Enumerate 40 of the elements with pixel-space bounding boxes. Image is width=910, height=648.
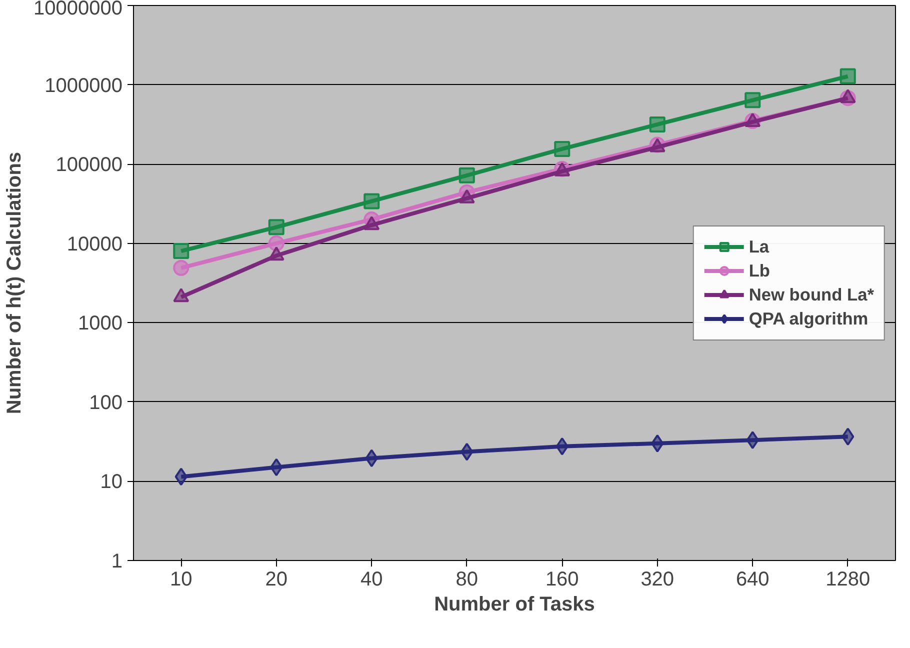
point [746, 431, 759, 450]
x-tick-label: 40 [360, 568, 383, 590]
point [649, 116, 666, 132]
point [173, 260, 190, 276]
point [556, 437, 568, 456]
point [554, 140, 570, 157]
point [268, 235, 284, 252]
point [651, 434, 664, 452]
y-tick-label: 10000 [66, 233, 123, 256]
x-tick-label: 10 [170, 568, 192, 590]
point [364, 193, 380, 210]
y-tick-label: 1000000 [44, 74, 123, 97]
x-tick-label: 1280 [826, 568, 870, 590]
y-tick-label: 1000 [78, 312, 123, 335]
y-tick-label: 10 [100, 471, 123, 494]
point [842, 428, 854, 446]
x-tick-label: 320 [640, 568, 674, 590]
legend-label: QPA algorithm [748, 308, 868, 329]
point [365, 449, 378, 468]
x-tick-label: 20 [265, 568, 288, 590]
y-tick-label: 100 [89, 392, 123, 414]
point [173, 243, 190, 260]
point [460, 442, 474, 461]
y-tick-label: 1 [111, 550, 122, 572]
y-tick-label: 10000000 [34, 0, 122, 20]
point [744, 92, 761, 108]
point [458, 167, 475, 184]
point [840, 68, 856, 84]
x-tick-label: 160 [545, 568, 579, 590]
legend-label: New bound La* [748, 284, 874, 305]
y-tick-label: 100000 [56, 154, 123, 176]
y-axis-title: Number of h(t) Calculations [4, 152, 26, 414]
legend-label: La [748, 236, 770, 257]
point [174, 468, 188, 486]
x-tick-label: 80 [456, 568, 478, 590]
x-axis-title: Number of Tasks [434, 594, 595, 616]
legend-label: Lb [748, 260, 770, 281]
point [268, 219, 284, 236]
point [270, 458, 283, 476]
x-tick-label: 640 [736, 568, 770, 590]
